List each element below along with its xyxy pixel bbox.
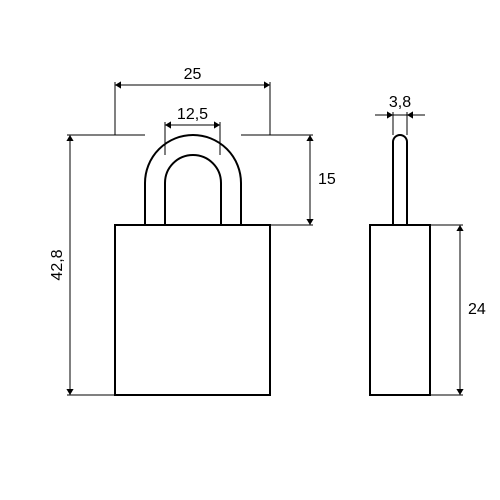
dim-shackle-inner: 12,5 bbox=[177, 106, 208, 123]
side-body bbox=[370, 225, 430, 395]
front-body bbox=[115, 225, 270, 395]
technical-drawing: 25 12,5 42,8 15 3,8 24 bbox=[0, 0, 500, 500]
dim-shackle-thickness: 3,8 bbox=[389, 94, 411, 111]
front-shackle bbox=[145, 135, 241, 225]
dim-body-width: 25 bbox=[184, 66, 202, 83]
dim-shackle-clearance: 15 bbox=[318, 171, 336, 188]
dim-body-height: 42,8 bbox=[49, 249, 66, 280]
side-shackle bbox=[393, 135, 407, 225]
dim-body-depth: 24 bbox=[468, 301, 486, 318]
